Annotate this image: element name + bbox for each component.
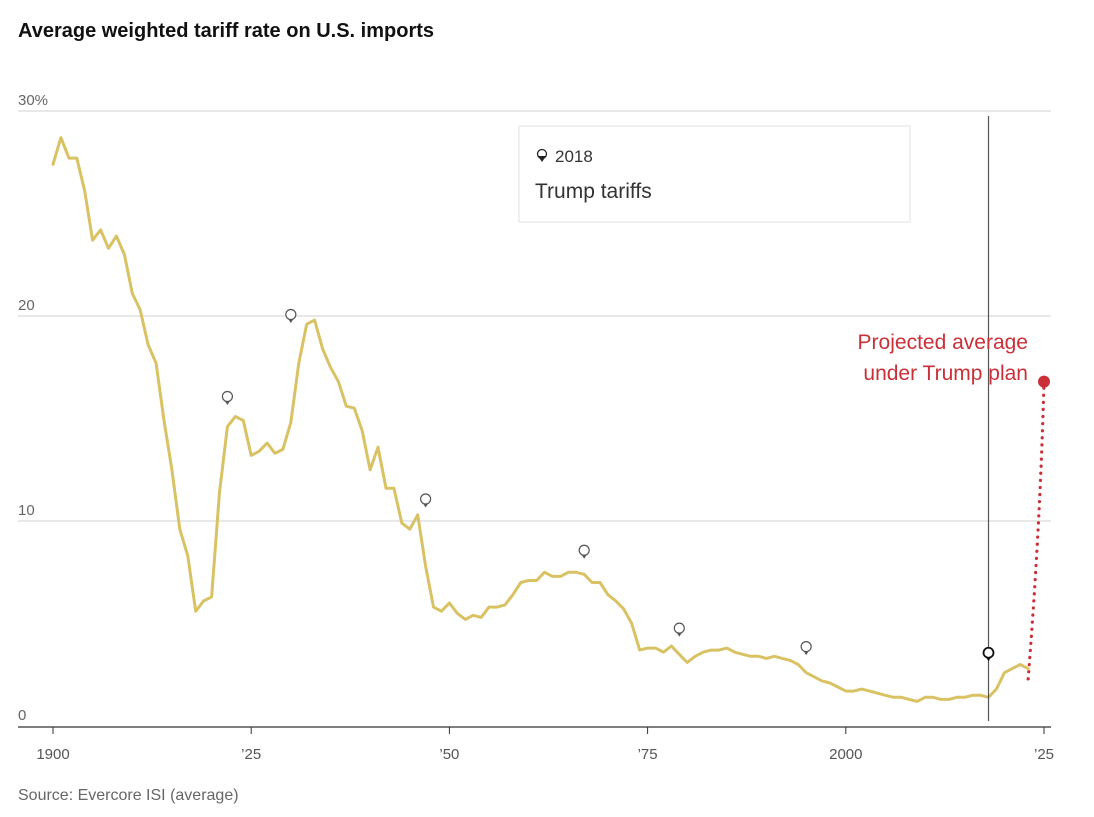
y-tick-label: 20 <box>18 297 35 314</box>
x-tick-label: ’25 <box>241 746 261 763</box>
series-line <box>51 136 1030 703</box>
event-marker-pin-icon[interactable] <box>420 493 432 508</box>
x-tick-label: ’75 <box>638 746 658 763</box>
annotation-pin-icon <box>536 148 548 162</box>
chart-title: Average weighted tariff rate on U.S. imp… <box>18 20 435 42</box>
x-tick-label: ’25 <box>1034 746 1054 763</box>
projection-label-line1: Projected average <box>858 331 1028 354</box>
x-tick-label: ’50 <box>439 746 459 763</box>
projection-point <box>1038 375 1050 388</box>
x-axis: 1900 ’25 ’50 ’75 2000 ’25 <box>18 726 1054 763</box>
x-tick-label: 1900 <box>36 746 69 763</box>
event-marker-pin-icon[interactable] <box>982 646 995 662</box>
event-marker-pin-icon[interactable] <box>673 622 685 637</box>
y-axis-ticks: 30% 20 10 0 <box>18 92 48 724</box>
x-tick-label: 2000 <box>829 746 862 763</box>
event-marker-pin-icon[interactable] <box>285 308 297 324</box>
series-lines <box>51 136 1030 703</box>
y-tick-label: 30% <box>18 92 48 109</box>
event-marker-pin-icon[interactable] <box>221 390 234 406</box>
y-tick-label: 0 <box>18 707 26 724</box>
projection-line <box>1026 380 1046 681</box>
projection-label-line2: under Trump plan <box>863 362 1028 385</box>
annotation-label: Trump tariffs <box>535 180 652 203</box>
projection <box>1026 375 1050 681</box>
annotation-year: 2018 <box>555 147 593 166</box>
source-note: Source: Evercore ISI (average) <box>18 787 239 804</box>
gridlines <box>18 110 1051 522</box>
event-markers <box>221 308 995 662</box>
event-marker-pin-icon[interactable] <box>578 544 590 559</box>
event-marker-pin-icon[interactable] <box>800 640 812 656</box>
y-tick-label: 10 <box>18 502 35 519</box>
annotation-box[interactable]: 2018 Trump tariffs <box>518 125 911 223</box>
